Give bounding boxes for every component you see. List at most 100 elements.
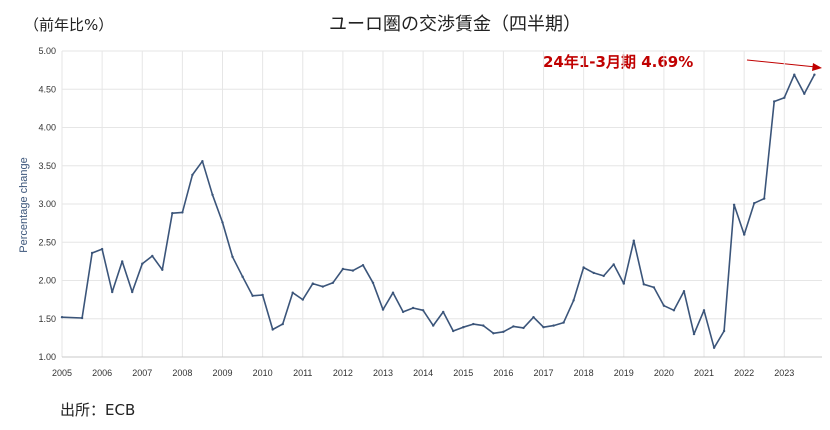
x-tick-label: 2016 (493, 368, 513, 378)
y-tick-label: 5.00 (38, 46, 56, 56)
data-point (662, 304, 666, 307)
data-point (261, 293, 264, 297)
data-point (411, 306, 415, 310)
data-point (432, 324, 435, 327)
x-tick-label: 2014 (413, 368, 433, 378)
annotation-arrowhead (812, 63, 822, 71)
data-point (231, 255, 234, 258)
data-point (331, 281, 335, 284)
unit-label: （前年比%） (24, 16, 113, 34)
data-point (743, 233, 746, 236)
data-point (401, 310, 405, 314)
latest-value-annotation: 24年1-3月期 4.69% (543, 53, 693, 71)
y-tick-label: 4.50 (38, 84, 56, 94)
y-tick-label: 2.00 (38, 276, 56, 286)
data-point (221, 221, 224, 224)
chart-title: ユーロ圏の交渉賃金（四半期） (329, 14, 581, 35)
data-point (111, 290, 114, 294)
data-point (131, 290, 134, 294)
x-tick-label: 2010 (253, 368, 273, 378)
source-note: 出所：ECB (60, 401, 135, 419)
data-point (672, 309, 676, 312)
data-point (502, 330, 505, 333)
data-point (492, 332, 495, 335)
data-point (592, 271, 595, 275)
data-point (682, 290, 686, 293)
data-point (201, 160, 204, 163)
series-layer (60, 73, 816, 349)
data-point (442, 310, 445, 314)
data-point (773, 100, 776, 103)
gridlines (61, 50, 822, 358)
data-point (171, 212, 174, 215)
data-point (80, 316, 84, 320)
y-tick-label: 1.00 (38, 352, 56, 362)
y-tick-label: 3.50 (38, 161, 56, 171)
x-tick-label: 2011 (293, 368, 312, 378)
data-point (462, 326, 465, 329)
x-tick-label: 2020 (654, 368, 674, 378)
data-point (542, 326, 545, 329)
data-point (341, 267, 345, 271)
data-point (381, 308, 385, 311)
data-point (692, 332, 696, 336)
data-point (361, 264, 365, 267)
data-point (391, 291, 395, 294)
data-point (722, 329, 726, 333)
data-point (351, 269, 355, 272)
data-point (100, 247, 104, 251)
data-point (121, 260, 124, 263)
data-point (321, 285, 324, 288)
data-point (251, 294, 254, 297)
data-point (60, 316, 64, 319)
axes: 1.00 1.50 2.00 2.50 3.00 3.50 4.00 4.50 5.00 2005… (38, 46, 822, 378)
x-tick-label: 2018 (574, 368, 594, 378)
data-point (753, 202, 756, 205)
data-point (702, 309, 706, 312)
data-point (301, 298, 304, 301)
x-tick-label: 2021 (694, 368, 714, 378)
data-point (622, 282, 625, 285)
data-point (371, 281, 375, 284)
data-point (161, 268, 164, 271)
data-point (552, 324, 555, 327)
data-point (151, 254, 154, 258)
x-tick-label: 2019 (614, 368, 634, 378)
data-point (612, 263, 615, 266)
data-point (211, 193, 214, 196)
annotation-arrow (746, 59, 817, 68)
y-axis-title: Percentage change (18, 157, 30, 252)
y-tick-label: 3.00 (38, 199, 56, 209)
data-point (281, 322, 284, 326)
x-tick-label: 2012 (333, 368, 353, 378)
data-point (712, 346, 716, 349)
x-tick-label: 2009 (212, 368, 232, 378)
x-tick-label: 2017 (534, 368, 554, 378)
data-point (793, 73, 796, 76)
series-line (61, 73, 816, 349)
data-point (191, 173, 194, 177)
data-point (572, 299, 575, 302)
x-tick-label: 2008 (172, 368, 192, 378)
data-point (311, 282, 314, 285)
y-tick-label: 1.50 (38, 314, 56, 324)
x-tick-label: 2007 (132, 368, 152, 378)
data-point (562, 321, 565, 324)
x-tick-label: 2022 (734, 368, 754, 378)
data-point (452, 329, 455, 333)
x-tick-label: 2015 (453, 368, 473, 378)
data-point (241, 275, 244, 278)
data-point (512, 325, 515, 328)
data-point (522, 326, 525, 330)
data-point (291, 291, 294, 294)
data-point (763, 197, 766, 200)
data-point (813, 73, 816, 76)
data-point (783, 96, 786, 99)
data-point (181, 211, 184, 214)
y-tick-label: 2.50 (38, 237, 56, 247)
data-point (421, 309, 425, 312)
x-tick-label: 2005 (52, 368, 72, 378)
x-tick-label: 2006 (92, 368, 112, 378)
data-point (532, 316, 535, 319)
